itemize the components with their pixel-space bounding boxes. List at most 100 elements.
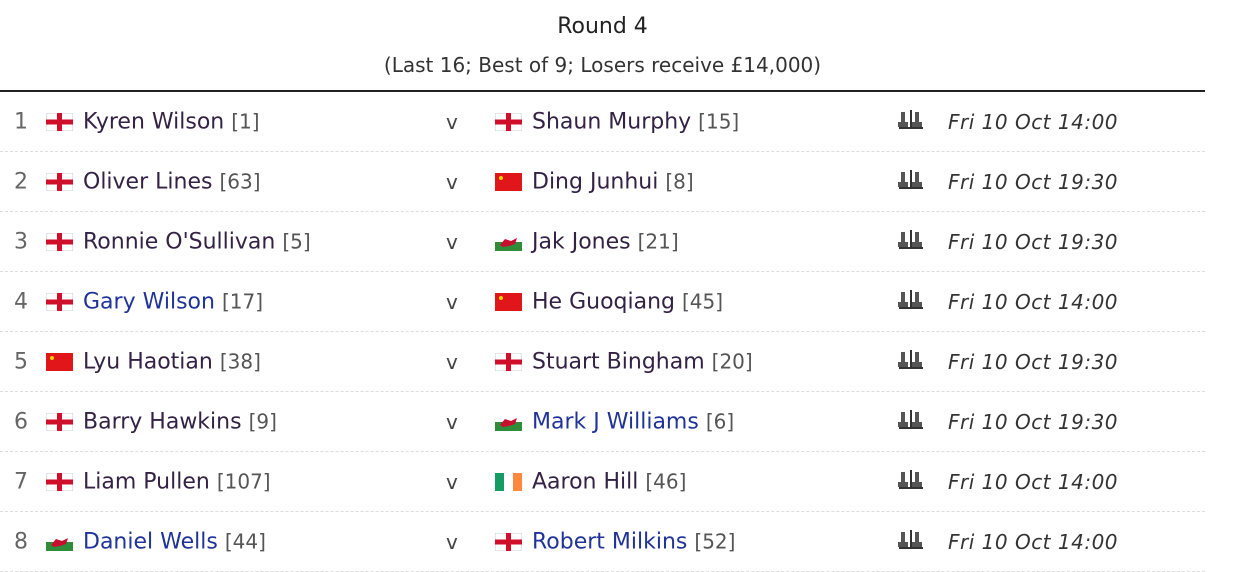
- versus-label: v: [446, 109, 458, 134]
- england-flag-icon: [495, 112, 522, 131]
- match-list: 1 Kyren Wilson [1] v Shaun Murphy [15] F…: [0, 92, 1205, 572]
- venue-tables-icon[interactable]: [896, 408, 926, 436]
- venue-tables-icon[interactable]: [896, 228, 926, 256]
- china-flag-icon: [495, 292, 522, 311]
- player-1[interactable]: Lyu Haotian [38]: [83, 349, 261, 374]
- venue-tables-icon[interactable]: [896, 288, 926, 316]
- match-number: 4: [14, 289, 28, 314]
- player-name[interactable]: Jak Jones: [532, 229, 631, 254]
- wales-flag-icon: [495, 412, 522, 431]
- player-name[interactable]: Daniel Wells: [83, 529, 218, 554]
- match-number: 5: [14, 349, 28, 374]
- england-flag-icon: [46, 292, 73, 311]
- venue-tables-icon[interactable]: [896, 528, 926, 556]
- versus-label: v: [446, 229, 458, 254]
- china-flag-icon: [46, 352, 73, 371]
- player-2[interactable]: Stuart Bingham [20]: [532, 349, 753, 374]
- player-name[interactable]: Lyu Haotian: [83, 349, 213, 374]
- match-row: 4 Gary Wilson [17] v He Guoqiang [45] Fr…: [0, 272, 1205, 332]
- venue-tables-icon[interactable]: [896, 348, 926, 376]
- match-row: 7 Liam Pullen [107] v Aaron Hill [46] Fr…: [0, 452, 1205, 512]
- wales-flag-icon: [495, 232, 522, 251]
- match-row: 1 Kyren Wilson [1] v Shaun Murphy [15] F…: [0, 92, 1205, 152]
- player-2[interactable]: Jak Jones [21]: [532, 229, 679, 254]
- player-name[interactable]: Barry Hawkins: [83, 409, 242, 434]
- player-2[interactable]: Robert Milkins [52]: [532, 529, 735, 554]
- match-row: 8 Daniel Wells [44] v Robert Milkins [52…: [0, 512, 1205, 572]
- player-seed: [107]: [216, 469, 271, 493]
- player-2[interactable]: Mark J Williams [6]: [532, 409, 734, 434]
- venue-tables-icon[interactable]: [896, 108, 926, 136]
- player-name[interactable]: He Guoqiang: [532, 289, 675, 314]
- match-row: 3 Ronnie O'Sullivan [5] v Jak Jones [21]…: [0, 212, 1205, 272]
- match-date: Fri 10 Oct 19:30: [948, 349, 1119, 374]
- versus-label: v: [446, 409, 458, 434]
- player-1[interactable]: Barry Hawkins [9]: [83, 409, 277, 434]
- player-name[interactable]: Ronnie O'Sullivan: [83, 229, 276, 254]
- player-seed: [46]: [645, 469, 687, 493]
- player-2[interactable]: Shaun Murphy [15]: [532, 109, 739, 134]
- player-seed: [1]: [231, 109, 260, 133]
- player-seed: [15]: [698, 109, 740, 133]
- wales-flag-icon: [46, 532, 73, 551]
- match-row: 2 Oliver Lines [63] v Ding Junhui [8] Fr…: [0, 152, 1205, 212]
- match-number: 1: [14, 109, 28, 134]
- player-seed: [5]: [282, 229, 311, 253]
- venue-tables-icon[interactable]: [896, 468, 926, 496]
- player-name[interactable]: Shaun Murphy: [532, 109, 692, 134]
- player-name[interactable]: Stuart Bingham: [532, 349, 705, 374]
- venue-tables-icon[interactable]: [896, 168, 926, 196]
- player-seed: [8]: [665, 169, 694, 193]
- player-seed: [52]: [694, 529, 736, 553]
- player-1[interactable]: Daniel Wells [44]: [83, 529, 266, 554]
- ireland-flag-icon: [495, 472, 522, 491]
- round-header: Round 4 (Last 16; Best of 9; Losers rece…: [0, 0, 1205, 92]
- versus-label: v: [446, 349, 458, 374]
- player-2[interactable]: Aaron Hill [46]: [532, 469, 686, 494]
- match-number: 2: [14, 169, 28, 194]
- player-seed: [44]: [224, 529, 266, 553]
- versus-label: v: [446, 169, 458, 194]
- versus-label: v: [446, 469, 458, 494]
- match-date: Fri 10 Oct 14:00: [948, 109, 1119, 134]
- round-title: Round 4: [557, 14, 648, 39]
- player-seed: [6]: [705, 409, 735, 433]
- player-name[interactable]: Gary Wilson: [83, 289, 215, 314]
- match-date: Fri 10 Oct 14:00: [948, 469, 1119, 494]
- player-seed: [63]: [219, 169, 261, 193]
- match-number: 6: [14, 409, 28, 434]
- player-seed: [9]: [248, 409, 277, 433]
- player-name[interactable]: Kyren Wilson: [83, 109, 225, 134]
- versus-label: v: [446, 529, 458, 554]
- player-1[interactable]: Liam Pullen [107]: [83, 469, 271, 494]
- england-flag-icon: [46, 172, 73, 191]
- england-flag-icon: [495, 352, 522, 371]
- player-name[interactable]: Oliver Lines: [83, 169, 213, 194]
- player-1[interactable]: Kyren Wilson [1]: [83, 109, 260, 134]
- england-flag-icon: [46, 472, 73, 491]
- match-number: 8: [14, 529, 28, 554]
- match-number: 7: [14, 469, 28, 494]
- match-date: Fri 10 Oct 19:30: [948, 409, 1119, 434]
- player-seed: [20]: [711, 349, 753, 373]
- player-1[interactable]: Ronnie O'Sullivan [5]: [83, 229, 311, 254]
- england-flag-icon: [46, 112, 73, 131]
- england-flag-icon: [495, 532, 522, 551]
- player-name[interactable]: Robert Milkins: [532, 529, 688, 554]
- player-name[interactable]: Aaron Hill: [532, 469, 639, 494]
- match-number: 3: [14, 229, 28, 254]
- player-name[interactable]: Ding Junhui: [532, 169, 659, 194]
- match-date: Fri 10 Oct 14:00: [948, 289, 1119, 314]
- player-seed: [17]: [221, 289, 264, 313]
- versus-label: v: [446, 289, 458, 314]
- player-1[interactable]: Oliver Lines [63]: [83, 169, 261, 194]
- match-row: 6 Barry Hawkins [9] v Mark J Williams [6…: [0, 392, 1205, 452]
- player-2[interactable]: Ding Junhui [8]: [532, 169, 694, 194]
- england-flag-icon: [46, 232, 73, 251]
- match-date: Fri 10 Oct 19:30: [948, 229, 1119, 254]
- player-1[interactable]: Gary Wilson [17]: [83, 289, 263, 314]
- player-name[interactable]: Mark J Williams: [532, 409, 699, 434]
- player-name[interactable]: Liam Pullen: [83, 469, 210, 494]
- round-subtitle: (Last 16; Best of 9; Losers receive £14,…: [383, 53, 822, 77]
- player-2[interactable]: He Guoqiang [45]: [532, 289, 723, 314]
